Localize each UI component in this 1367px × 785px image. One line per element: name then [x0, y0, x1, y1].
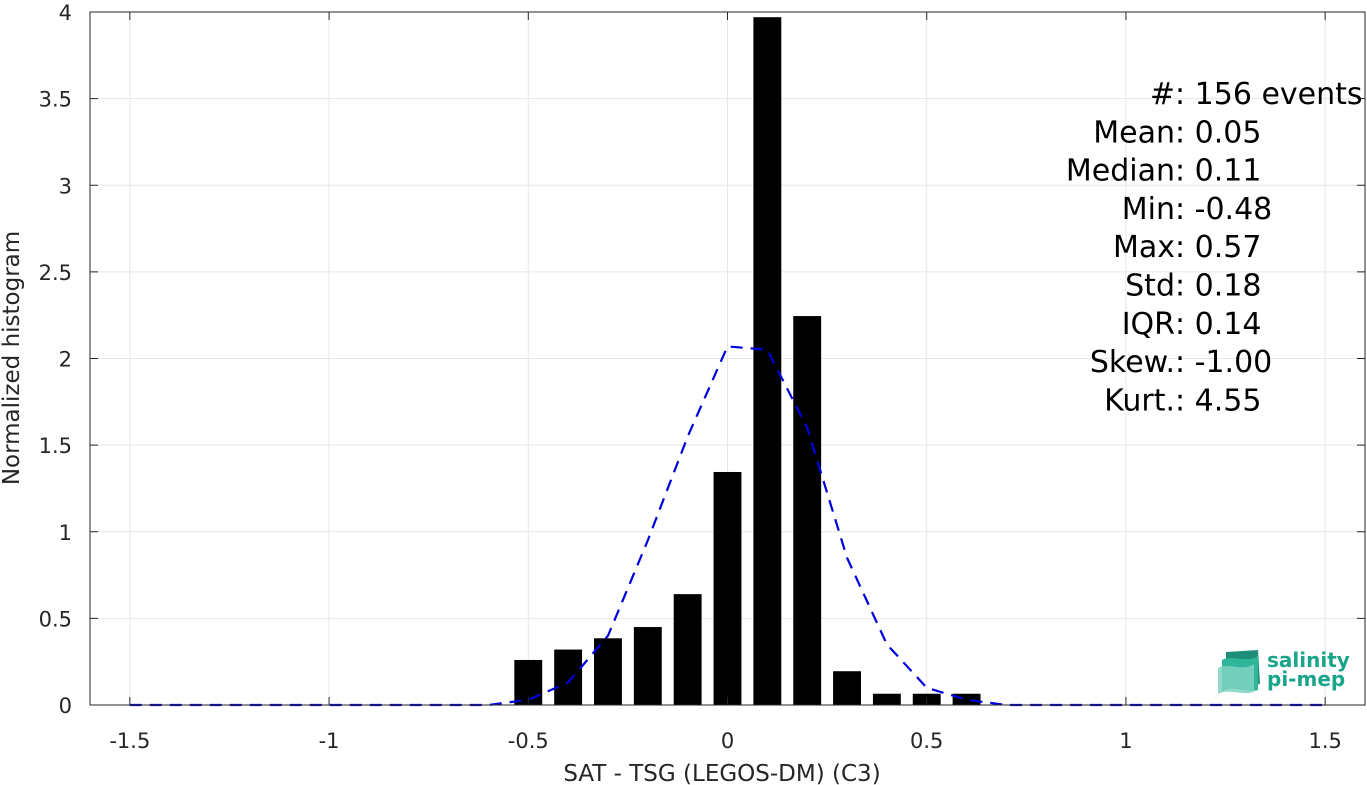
stat-label: Max [1113, 230, 1175, 265]
stat-label: Skew. [1090, 345, 1175, 380]
y-tick-labels: 0 0.5 1 1.5 2 2.5 3 3.5 4 [39, 1, 72, 718]
x-tick-label: 1.5 [1308, 729, 1341, 753]
y-tick-label: 0.5 [39, 607, 72, 631]
stat-value: : 0.11 [1175, 154, 1261, 189]
stat-value: : 0.05 [1175, 115, 1261, 150]
stat-value: : -0.48 [1175, 192, 1272, 227]
logo-text-pi-mep: pi-mep [1267, 667, 1345, 691]
y-tick-label: 3 [59, 174, 72, 198]
stat-value: : 0.14 [1175, 307, 1261, 342]
x-tick-labels: -1.5 -1 -0.5 0 0.5 1 1.5 [109, 729, 1342, 753]
stat-label: Min [1122, 192, 1175, 227]
stat-label: IQR [1122, 307, 1175, 342]
y-tick-label: 4 [59, 1, 72, 25]
x-tick-label: -1 [319, 729, 340, 753]
y-tick-label: 2.5 [39, 261, 72, 285]
stat-value: : 4.55 [1175, 383, 1261, 418]
y-tick-label: 3.5 [39, 88, 72, 112]
stat-value: : 156 events [1175, 77, 1363, 112]
logo-text-salinity: salinity [1267, 648, 1350, 672]
x-tick-label: -0.5 [508, 729, 549, 753]
y-axis-label: Normalized histogram [0, 231, 25, 485]
stat-label: # [1150, 77, 1175, 112]
y-tick-label: 2 [59, 348, 72, 372]
stat-label: Std [1125, 269, 1175, 304]
histogram-bar [952, 693, 981, 705]
histogram-bar [713, 471, 742, 705]
y-tick-label: 0 [59, 694, 72, 718]
histogram-bar [673, 594, 702, 705]
stat-value: : 0.18 [1175, 269, 1261, 304]
stat-value: : -1.00 [1175, 345, 1272, 380]
x-axis-label: SAT - TSG (LEGOS-DM) (C3) [563, 761, 880, 785]
histogram-bar [753, 17, 782, 705]
stat-label: Mean [1093, 115, 1175, 150]
x-tick-label: 1 [1119, 729, 1132, 753]
stat-label: Median [1066, 154, 1175, 189]
logo-wave-icon [1218, 650, 1260, 694]
histogram-bar [633, 627, 662, 705]
stat-value: : 0.57 [1175, 230, 1261, 265]
x-tick-label: 0.5 [910, 729, 943, 753]
x-tick-label: 0 [721, 729, 734, 753]
axis-ticks [90, 11, 1365, 706]
histogram-bar [833, 671, 861, 705]
x-tick-label: -1.5 [109, 729, 150, 753]
y-tick-label: 1 [59, 521, 72, 545]
stat-label: Kurt. [1104, 383, 1175, 418]
y-tick-label: 1.5 [39, 434, 72, 458]
histogram-bar [872, 693, 901, 705]
histogram-bar [554, 649, 583, 705]
histogram-bar [594, 638, 622, 705]
histogram-bar [793, 316, 822, 705]
salinity-pi-mep-logo: salinity pi-mep [1218, 648, 1350, 694]
histogram-bars [514, 17, 981, 705]
